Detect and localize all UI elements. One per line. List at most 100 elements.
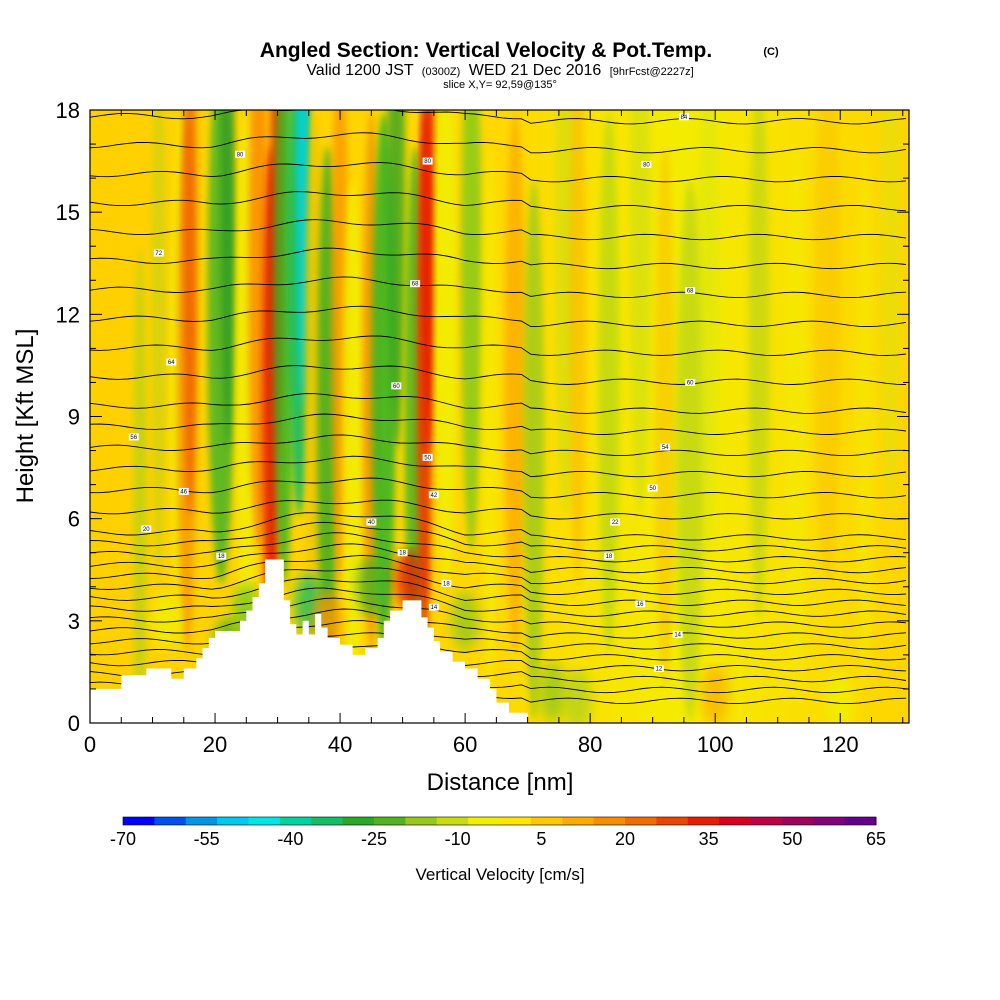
isentrope-line (90, 365, 906, 385)
x-tick-label: 20 (203, 732, 227, 757)
contour-label: 18 (443, 581, 450, 587)
colorbar-swatch (279, 817, 312, 825)
velocity-patch (879, 110, 901, 517)
isentrope-line (90, 276, 906, 299)
colorbar-swatch (719, 817, 751, 825)
contour-label-bg (660, 443, 671, 451)
isentrope-line (90, 413, 906, 435)
x-axis-label: Distance [nm] (427, 769, 574, 796)
colorbar-swatch (123, 817, 155, 825)
colorbar-swatch (154, 817, 187, 825)
velocity-patch (813, 110, 842, 585)
x-tick-label: 0 (84, 732, 96, 757)
contour-label: 54 (662, 445, 669, 451)
isentrope-line (90, 247, 906, 270)
vertical-velocity-field (133, 110, 901, 723)
contour-label-bg (422, 453, 433, 461)
velocity-patch (854, 146, 876, 687)
colorbar-swatch (781, 817, 814, 825)
contour-label-bg (397, 549, 408, 557)
contour-label: 12 (656, 667, 663, 673)
contour-label: 68 (412, 282, 419, 288)
contour-label-bg (216, 552, 227, 560)
velocity-patch (523, 180, 545, 721)
y-tick-label: 3 (68, 609, 80, 634)
velocity-patch (654, 146, 676, 687)
chart-subtitle: Valid 1200 JST (0300Z) WED 21 Dec 2016 [… (306, 62, 693, 79)
contour-label-bg (685, 378, 696, 386)
isentrope-line (90, 543, 906, 574)
contour-label: 80 (643, 162, 650, 168)
velocity-patch (220, 110, 235, 449)
isentrope-line (90, 608, 906, 639)
contour-label-bg (678, 113, 689, 121)
contour-label: 46 (180, 489, 187, 495)
colorbar-swatch (374, 817, 406, 825)
isentrope-line (90, 455, 906, 478)
contour-label-bg (428, 603, 439, 611)
velocity-patch (387, 110, 405, 449)
colorbar-swatch (687, 817, 720, 825)
contour-label: 50 (649, 486, 656, 492)
isentrope-line (90, 434, 906, 457)
y-tick-label: 15 (56, 200, 80, 225)
contour-label-bg (672, 630, 683, 638)
contour-label: 18 (218, 554, 225, 560)
x-tick-label: 120 (822, 732, 859, 757)
contour-label: 42 (431, 493, 438, 499)
contour-label-bg (685, 286, 696, 294)
velocity-patch (461, 110, 482, 551)
x-tick-label: 80 (578, 732, 602, 757)
isentrope-line (90, 393, 906, 414)
colorbar-swatch (499, 817, 532, 825)
contour-label-bg (428, 491, 439, 499)
colorbar-swatch (248, 817, 281, 825)
subtitle-valid: Valid 1200 JST (306, 62, 414, 79)
contour-label-bg (153, 249, 164, 257)
contour-label: 14 (674, 632, 681, 638)
velocity-patch (436, 110, 457, 585)
isentrope-line (90, 512, 906, 541)
terrain-mask (90, 559, 909, 723)
y-tick-label: 0 (68, 711, 80, 736)
contour-label-bg (635, 600, 646, 608)
colorbar-swatch (656, 817, 689, 825)
isentrope-line (90, 554, 906, 585)
isentrope-line (90, 578, 906, 606)
velocity-patch (629, 110, 651, 517)
colorbar-label: Vertical Velocity [cm/s] (415, 865, 584, 884)
isentrope-line (90, 567, 906, 596)
isentrope-line (90, 110, 906, 125)
x-tick-label: 100 (697, 732, 734, 757)
contour-label-bg (235, 150, 246, 158)
colorbar-swatch (562, 817, 595, 825)
isentrope-line (90, 477, 906, 499)
contour-label-bg (653, 665, 664, 673)
contour-label: 18 (399, 551, 406, 557)
colorbar-swatch (813, 817, 846, 825)
isentrope-line (90, 521, 906, 552)
velocity-patch (357, 556, 386, 617)
contour-label-layer: 84 80 80 80 72 68 68 64 60 60 56 54 50 46 50 42 20 40 22 18… (128, 113, 696, 673)
colorbar-tick-label: 5 (536, 829, 546, 849)
subtitle-zulu: (0300Z) (422, 66, 461, 78)
y-axis-label: Height [Kft MSL] (12, 329, 39, 504)
contour-label-bg (647, 484, 658, 492)
x-tick-label: 40 (328, 732, 352, 757)
contour-label-bg (603, 552, 614, 560)
colorbar-swatch (593, 817, 626, 825)
contour-label: 40 (368, 520, 375, 526)
contour-label-bg (441, 579, 452, 587)
colorbar (122, 816, 877, 826)
velocity-patch (481, 146, 499, 687)
potential-temperature-contours (90, 110, 906, 705)
contour-label: 60 (687, 380, 694, 386)
velocity-patch (748, 110, 770, 619)
contour-label-bg (391, 382, 402, 390)
colorbar-tick-label: 20 (615, 829, 635, 849)
colorbar-swatch (625, 817, 657, 825)
velocity-patch (569, 110, 587, 585)
colorbar-swatch (342, 817, 375, 825)
contour-label-bg (610, 518, 621, 526)
